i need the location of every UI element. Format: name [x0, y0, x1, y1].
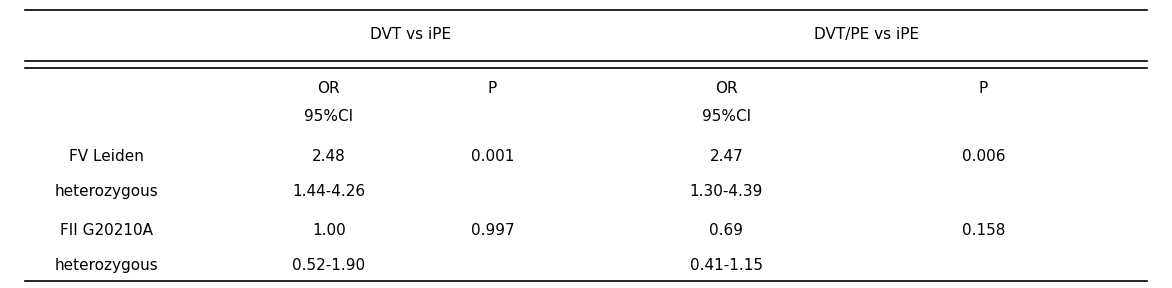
- Text: 1.30-4.39: 1.30-4.39: [689, 183, 763, 198]
- Text: 1.00: 1.00: [312, 223, 346, 238]
- Text: DVT/PE vs iPE: DVT/PE vs iPE: [815, 27, 919, 42]
- Text: P: P: [979, 81, 988, 96]
- Text: 0.69: 0.69: [709, 223, 743, 238]
- Text: FV Leiden: FV Leiden: [69, 149, 144, 164]
- Text: OR: OR: [715, 81, 737, 96]
- Text: 95%CI: 95%CI: [702, 109, 751, 124]
- Text: P: P: [488, 81, 497, 96]
- Text: DVT vs iPE: DVT vs iPE: [370, 27, 451, 42]
- Text: heterozygous: heterozygous: [55, 183, 158, 198]
- Text: 0.41-1.15: 0.41-1.15: [690, 258, 763, 273]
- Text: FII G20210A: FII G20210A: [60, 223, 154, 238]
- Text: 2.47: 2.47: [709, 149, 743, 164]
- Text: 2.48: 2.48: [312, 149, 346, 164]
- Text: 0.52-1.90: 0.52-1.90: [292, 258, 366, 273]
- Text: 1.44-4.26: 1.44-4.26: [292, 183, 366, 198]
- Text: 0.158: 0.158: [962, 223, 1006, 238]
- Text: 0.997: 0.997: [471, 223, 515, 238]
- Text: 0.006: 0.006: [962, 149, 1006, 164]
- Text: OR: OR: [318, 81, 340, 96]
- Text: heterozygous: heterozygous: [55, 258, 158, 273]
- Text: 95%CI: 95%CI: [305, 109, 353, 124]
- Text: 0.001: 0.001: [471, 149, 515, 164]
